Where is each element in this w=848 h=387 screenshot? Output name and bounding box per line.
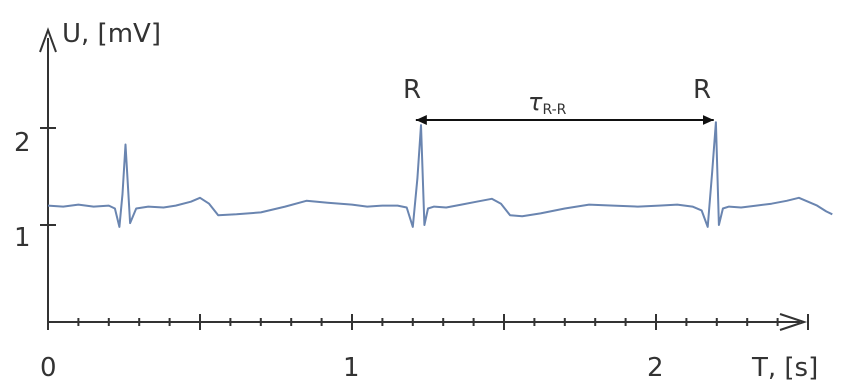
- rr-interval-subscript: R-R: [542, 102, 566, 118]
- y-axis-title: U, [mV]: [62, 19, 161, 49]
- x-tick-label-0: 0: [40, 353, 57, 383]
- y-ticks: [40, 127, 56, 226]
- x-tick-label-2: 2: [647, 353, 664, 383]
- rr-interval-symbol: τ: [528, 88, 543, 116]
- y-axis-arrow: [39, 27, 57, 53]
- x-axis-arrow: [779, 313, 808, 331]
- y-tick-label-1: 1: [14, 223, 31, 253]
- r-peak-label-left: R: [403, 75, 421, 105]
- ecg-trace-line: [47, 121, 833, 228]
- y-tick-label-2: 2: [14, 128, 31, 158]
- r-peak-label-right: R: [693, 75, 711, 105]
- x-ticks: [47, 314, 809, 330]
- x-axis-title: T, [s]: [751, 353, 818, 383]
- rr-interval-label: τR-R: [528, 88, 567, 118]
- x-tick-label-1: 1: [343, 353, 360, 383]
